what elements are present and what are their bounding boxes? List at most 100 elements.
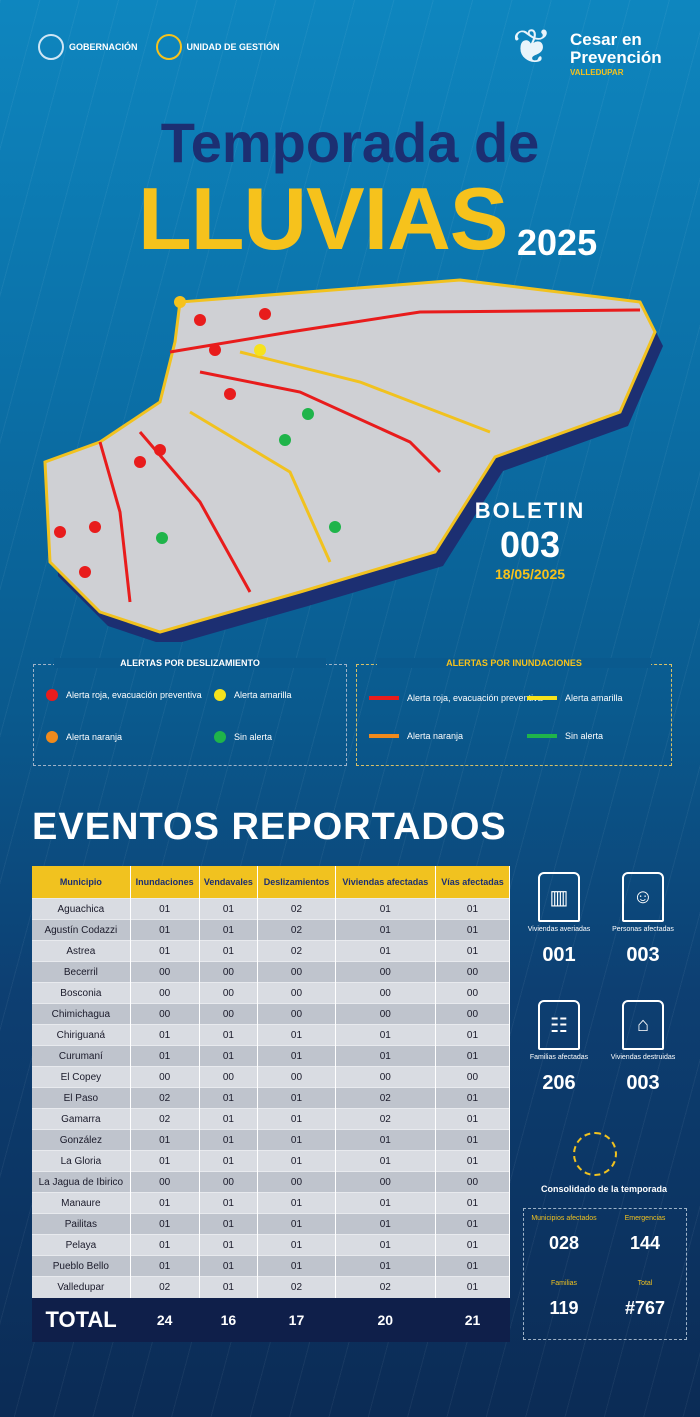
boletin-label: BOLETIN xyxy=(474,498,586,523)
total-cell: 20 xyxy=(335,1297,436,1342)
emblem-icon xyxy=(573,1132,617,1176)
value-cell: 01 xyxy=(257,1255,336,1277)
legend-item: Sin alerta xyxy=(527,731,603,741)
events-table: Municipio Inundaciones Vendavales Deslizami… xyxy=(32,866,511,1342)
value-cell: 01 xyxy=(130,1045,200,1067)
value-cell: 01 xyxy=(199,1087,259,1109)
municipio-cell: Curumaní xyxy=(32,1045,131,1067)
value-cell: 01 xyxy=(435,940,511,962)
institution-logos: GOBERNACIÓN UNIDAD DE GESTIÓN xyxy=(38,34,280,60)
legend-item: Alerta roja, evacuación preventiva xyxy=(369,693,543,703)
value-cell: 01 xyxy=(435,1276,511,1298)
value-cell: 02 xyxy=(335,1276,436,1298)
marker-green xyxy=(279,434,291,446)
panel-cell: Total #767 xyxy=(624,1280,666,1318)
stat-label: Viviendas destruidas xyxy=(610,1054,676,1061)
table-row: González 01 01 01 01 01 xyxy=(32,1129,511,1151)
column-header: Vías afectadas xyxy=(435,866,511,899)
municipio-cell: González xyxy=(32,1129,131,1151)
value-cell: 01 xyxy=(199,1255,259,1277)
column-header: Viviendas afectadas xyxy=(335,866,436,899)
family-icon: ☷ xyxy=(538,1000,580,1050)
value-cell: 00 xyxy=(130,1003,200,1025)
value-cell: 01 xyxy=(199,1129,259,1151)
value-cell: 02 xyxy=(335,1108,436,1130)
value-cell: 00 xyxy=(435,982,511,1004)
value-cell: 00 xyxy=(335,982,436,1004)
title-year: 2025 xyxy=(517,222,598,263)
stat-label: Familias afectadas xyxy=(529,1054,589,1061)
marker-red xyxy=(134,456,146,468)
value-cell: 01 xyxy=(435,1150,511,1172)
total-cell: 24 xyxy=(130,1297,200,1342)
heron-icon: ❦ xyxy=(512,21,553,74)
legend-item: Alerta amarilla xyxy=(214,689,292,701)
value-cell: 00 xyxy=(257,1003,336,1025)
stat-value: 003 xyxy=(626,944,660,966)
river-red-2 xyxy=(199,370,442,474)
value-cell: 01 xyxy=(130,940,200,962)
stat-value: 003 xyxy=(626,1072,660,1094)
house-icon: ⌂ xyxy=(622,1000,664,1050)
municipio-cell: Pelaya xyxy=(32,1234,131,1256)
value-cell: 01 xyxy=(257,1087,336,1109)
value-cell: 00 xyxy=(435,1066,511,1088)
value-cell: 01 xyxy=(335,1129,436,1151)
legend-item: Alerta naranja xyxy=(369,731,463,741)
value-cell: 01 xyxy=(335,1213,436,1235)
legend-item: Sin alerta xyxy=(214,731,272,743)
stat-personas: ☺ Personas afectadas 003 xyxy=(604,872,682,967)
river-yellow-1 xyxy=(239,350,491,434)
value-cell: 01 xyxy=(257,1192,336,1214)
events-title: EVENTOS REPORTADOS xyxy=(32,806,507,848)
marker-red xyxy=(259,308,271,320)
municipio-cell: Valledupar xyxy=(32,1276,131,1298)
table-row: Agustín Codazzi 01 01 02 01 01 xyxy=(32,919,511,941)
legend-landslide: ALERTAS POR DESLIZAMIENTO Alerta roja, e… xyxy=(33,658,347,766)
logo-text-2: UNIDAD DE GESTIÓN xyxy=(186,42,280,52)
value-cell: 01 xyxy=(130,1129,200,1151)
value-cell: 00 xyxy=(257,961,336,983)
value-cell: 01 xyxy=(435,1045,511,1067)
municipio-cell: La Gloria xyxy=(32,1150,131,1172)
department-map xyxy=(43,278,663,642)
value-cell: 00 xyxy=(435,1171,511,1193)
gobernacion-logo: GOBERNACIÓN xyxy=(38,34,138,60)
municipio-cell: Chimichagua xyxy=(32,1003,131,1025)
panel-title: Consolidado de la temporada xyxy=(540,1184,668,1194)
table-row: Pueblo Bello 01 01 01 01 01 xyxy=(32,1255,511,1277)
value-cell: 02 xyxy=(257,919,336,941)
municipio-cell: Bosconia xyxy=(32,982,131,1004)
value-cell: 02 xyxy=(335,1087,436,1109)
summary-panel: Consolidado de la temporada Municipios a… xyxy=(523,1132,687,1342)
map-shape xyxy=(43,278,657,634)
column-header: Municipio xyxy=(32,866,131,899)
column-header: Vendavales xyxy=(199,866,259,899)
legend-item: Alerta naranja xyxy=(46,731,122,743)
table-row: El Copey 00 00 00 00 00 xyxy=(32,1066,511,1088)
value-cell: 01 xyxy=(435,898,511,920)
title-line1: Temporada de xyxy=(160,111,540,174)
value-cell: 00 xyxy=(199,982,259,1004)
value-cell: 01 xyxy=(199,1234,259,1256)
table-row: Pailitas 01 01 01 01 01 xyxy=(32,1213,511,1235)
value-cell: 01 xyxy=(257,1129,336,1151)
value-cell: 00 xyxy=(335,1003,436,1025)
stat-value: 206 xyxy=(542,1072,576,1094)
panel-cell: Municipios afectados 028 xyxy=(531,1215,597,1253)
municipio-cell: Manaure xyxy=(32,1192,131,1214)
marker-red xyxy=(209,344,221,356)
value-cell: 00 xyxy=(130,1066,200,1088)
value-cell: 00 xyxy=(130,1171,200,1193)
value-cell: 01 xyxy=(199,1045,259,1067)
value-cell: 01 xyxy=(199,1024,259,1046)
value-cell: 01 xyxy=(435,1255,511,1277)
table-row: La Gloria 01 01 01 01 01 xyxy=(32,1150,511,1172)
person-icon: ☺ xyxy=(622,872,664,922)
boletin-block: BOLETIN 003 18/05/2025 xyxy=(470,498,590,582)
municipio-cell: Aguachica xyxy=(32,898,131,920)
value-cell: 00 xyxy=(435,961,511,983)
value-cell: 01 xyxy=(199,898,259,920)
table-header: Municipio Inundaciones Vendavales Deslizami… xyxy=(32,866,511,899)
total-cell: 17 xyxy=(257,1297,336,1342)
